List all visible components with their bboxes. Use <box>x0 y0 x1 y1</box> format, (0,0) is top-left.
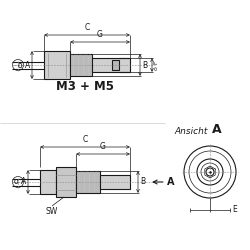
Text: B: B <box>140 178 145 186</box>
Text: G: G <box>97 30 103 39</box>
Text: Ansicht: Ansicht <box>174 127 208 136</box>
Text: M3 + M5: M3 + M5 <box>56 80 114 94</box>
Bar <box>40 170 56 194</box>
Bar <box>112 60 119 70</box>
Text: o A: o A <box>14 178 26 186</box>
Bar <box>70 54 92 76</box>
Bar <box>92 58 130 72</box>
Bar <box>100 175 130 189</box>
Text: E: E <box>232 206 237 214</box>
Text: A: A <box>212 123 222 136</box>
Text: A: A <box>167 177 174 187</box>
Text: C: C <box>82 135 88 144</box>
Text: G: G <box>100 142 106 151</box>
Text: SW: SW <box>46 207 58 216</box>
Text: o F: o F <box>154 60 159 70</box>
Text: B: B <box>142 60 147 70</box>
Bar <box>56 167 76 197</box>
Text: o A: o A <box>18 60 30 70</box>
Bar <box>44 51 70 79</box>
Text: C: C <box>84 23 89 32</box>
Bar <box>76 171 100 193</box>
